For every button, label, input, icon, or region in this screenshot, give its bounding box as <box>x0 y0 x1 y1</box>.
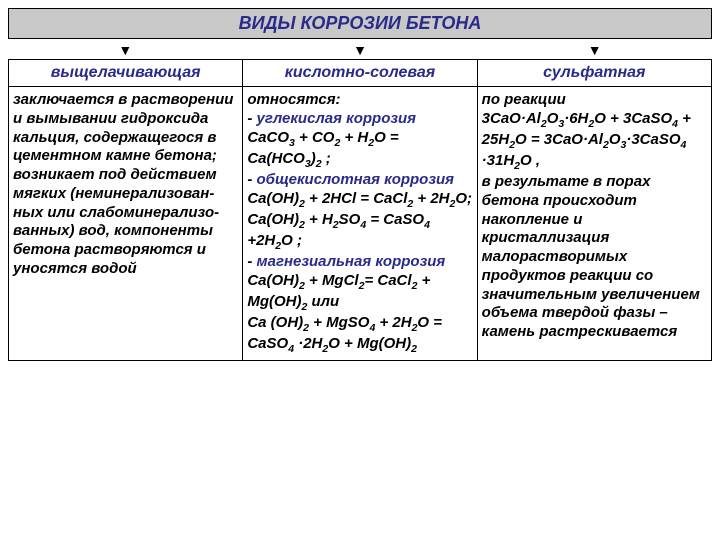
arrow-icon: ▼ <box>8 43 243 57</box>
column-body: заключается в растворении и вымывании ги… <box>9 87 242 283</box>
body-line: в результате в порах бетона происходит н… <box>482 173 707 342</box>
body-line: - магнезиальная коррозия <box>247 253 472 272</box>
column-body: относятся:- углекислая коррозияCaCO3 + C… <box>243 87 476 360</box>
column-header: выщелачивающая <box>9 60 242 87</box>
body-line: Ca(OH)2 + MgCl2= CaCl2 + Mg(OH)2 или <box>247 272 472 314</box>
table-column: кислотно-солеваяотносятся:- углекислая к… <box>243 60 477 360</box>
corrosion-table: выщелачивающая заключается в растворении … <box>8 59 712 361</box>
column-header: кислотно-солевая <box>243 60 476 87</box>
page-title: ВИДЫ КОРРОЗИИ БЕТОНА <box>239 13 482 33</box>
body-line: по реакции <box>482 91 707 110</box>
arrow-row: ▼ ▼ ▼ <box>8 41 712 59</box>
body-line: Ca(OH)2 + 2HCl = CaCl2 + 2H2O; <box>247 190 472 211</box>
arrow-icon: ▼ <box>477 43 712 57</box>
table-column: выщелачивающая заключается в растворении … <box>9 60 243 360</box>
body-line: - углекислая коррозия <box>247 110 472 129</box>
table-column: сульфатнаяпо реакции3CaO·Al2O3·6H2O + 3C… <box>478 60 711 360</box>
corrosion-name: магнезиальная коррозия <box>257 253 446 270</box>
body-line: CaCO3 + CO2 + H2O = Ca(HCO3)2 ; <box>247 129 472 171</box>
column-body: по реакции3CaO·Al2O3·6H2O + 3CaSO4 + 25H… <box>478 87 711 346</box>
text-prefix: - <box>247 110 256 127</box>
corrosion-name: углекислая коррозия <box>257 110 417 127</box>
body-line: относятся: <box>247 91 472 110</box>
text-prefix: - <box>247 253 256 270</box>
text-prefix: - <box>247 171 256 188</box>
body-line: возникает под действием мягких (неминера… <box>13 166 238 279</box>
arrow-icon: ▼ <box>243 43 478 57</box>
body-line: заключается в растворении и вымывании ги… <box>13 91 238 166</box>
body-line: Ca(OH)2 + H2SO4 = CaSO4 +2H2O ; <box>247 211 472 253</box>
body-line: Ca (OH)2 + MgSO4 + 2H2O = CaSO4 ·2H2O + … <box>247 314 472 356</box>
title-bar: ВИДЫ КОРРОЗИИ БЕТОНА <box>8 8 712 39</box>
body-line: 3CaO·Al2O3·6H2O + 3CaSO4 + 25H2O = 3CaO·… <box>482 110 707 173</box>
body-line: - общекислотная коррозия <box>247 171 472 190</box>
corrosion-name: общекислотная коррозия <box>257 171 455 188</box>
column-header: сульфатная <box>478 60 711 87</box>
